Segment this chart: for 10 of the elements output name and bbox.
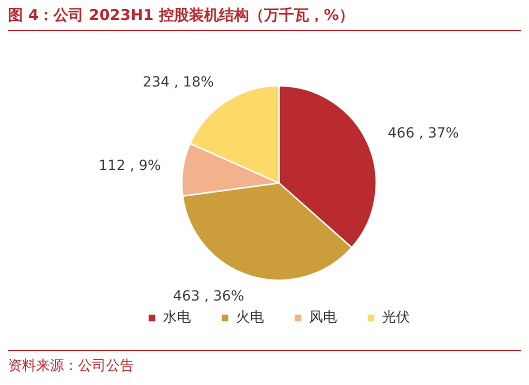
text: 资料来源：公司公告 [8,357,135,375]
data-label: 463 , 36% [173,288,244,305]
data-label: 112 , 9% [98,158,161,174]
legend-label: 风电 [309,310,337,326]
data-label: 234 , 18% [142,74,214,91]
legend-label: 火电 [236,310,264,326]
legend-label: 光伏 [382,310,410,326]
data-label: 466 , 37% [388,126,459,142]
legend-label: 水电 [163,310,191,326]
chart-title: 图 4：公司 2023H1 控股装机结构（万千瓦，%） [8,6,521,31]
